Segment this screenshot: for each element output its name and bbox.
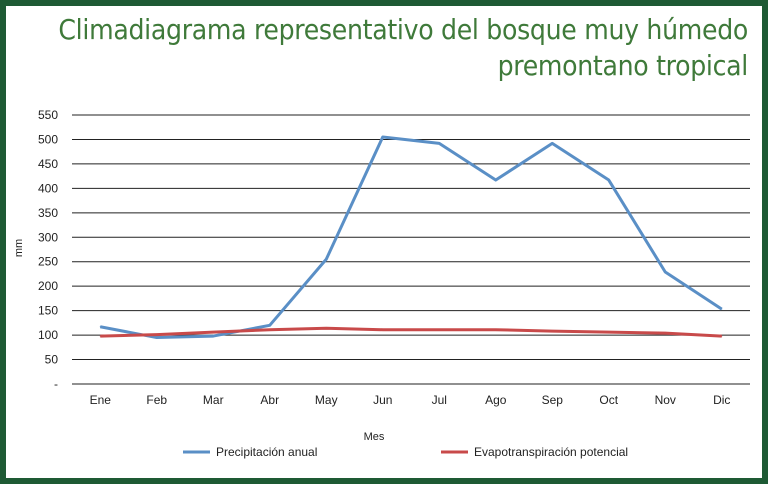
data-point xyxy=(438,142,440,144)
legend-label-precipitacion: Precipitación anual xyxy=(216,445,317,459)
y-tick-label: 250 xyxy=(38,255,58,269)
x-tick-label: Feb xyxy=(146,393,167,407)
series-line-precipitacion xyxy=(99,135,723,340)
chart-title: Climadiagrama representativo del bosque … xyxy=(48,12,748,84)
y-tick-label: 400 xyxy=(38,181,58,195)
y-tick-label: 150 xyxy=(38,304,58,318)
data-point xyxy=(608,179,610,181)
data-point xyxy=(99,335,101,337)
x-tick-label: Nov xyxy=(655,393,676,407)
data-point xyxy=(721,308,723,310)
y-tick-label: 300 xyxy=(38,230,58,244)
legend: Precipitación anual Evapotranspiración p… xyxy=(183,445,628,459)
y-tick-labels: - 50 100 150 200 250 300 350 400 450 500 550 xyxy=(38,108,58,391)
x-tick-label: Jul xyxy=(432,393,447,407)
data-point xyxy=(551,142,553,144)
legend-label-evapotranspiracion: Evapotranspiración potencial xyxy=(474,445,628,459)
data-point xyxy=(325,258,327,260)
data-point xyxy=(551,330,553,332)
data-point xyxy=(269,329,271,331)
y-tick-label: 200 xyxy=(38,279,58,293)
series-lines xyxy=(99,135,723,340)
y-tick-label: 500 xyxy=(38,132,58,146)
x-tick-label: Jun xyxy=(373,393,392,407)
data-point xyxy=(495,329,497,331)
data-point xyxy=(212,331,214,333)
x-tick-labels: Ene Feb Mar Abr May Jun Jul Ago Sep Oct Nov Dic xyxy=(90,393,731,407)
data-point xyxy=(325,327,327,329)
y-tick-label: 100 xyxy=(38,328,58,342)
data-point xyxy=(156,337,158,339)
x-tick-label: Mar xyxy=(203,393,224,407)
x-tick-label: Dic xyxy=(713,393,730,407)
chart-frame xyxy=(6,6,762,478)
y-tick-label: - xyxy=(54,377,58,391)
data-point xyxy=(156,334,158,336)
data-point xyxy=(212,335,214,337)
title-line-2: premontano tropical xyxy=(497,49,749,82)
x-tick-label: May xyxy=(315,393,338,407)
data-point xyxy=(721,335,723,337)
grid-lines xyxy=(72,114,750,385)
y-tick-label: 550 xyxy=(38,108,58,122)
x-tick-label: Ago xyxy=(485,393,507,407)
data-point xyxy=(382,136,384,138)
data-point xyxy=(664,332,666,334)
series-line-evapotranspiracion xyxy=(100,326,722,338)
title-line-1: Climadiagrama representativo del bosque … xyxy=(58,13,748,46)
y-tick-label: 50 xyxy=(45,353,59,367)
data-point xyxy=(664,271,666,273)
x-tick-label: Oct xyxy=(599,393,618,407)
x-tick-label: Sep xyxy=(542,393,564,407)
data-point xyxy=(269,324,271,326)
x-tick-label: Abr xyxy=(260,393,279,407)
data-point xyxy=(99,326,101,328)
y-tick-label: 450 xyxy=(38,157,58,171)
x-axis-label: Mes xyxy=(364,431,385,443)
x-tick-label: Ene xyxy=(90,393,112,407)
data-point xyxy=(495,179,497,181)
data-point xyxy=(438,329,440,331)
y-axis-label: mm xyxy=(13,239,25,257)
data-point xyxy=(382,329,384,331)
y-tick-label: 350 xyxy=(38,206,58,220)
data-point xyxy=(608,331,610,333)
